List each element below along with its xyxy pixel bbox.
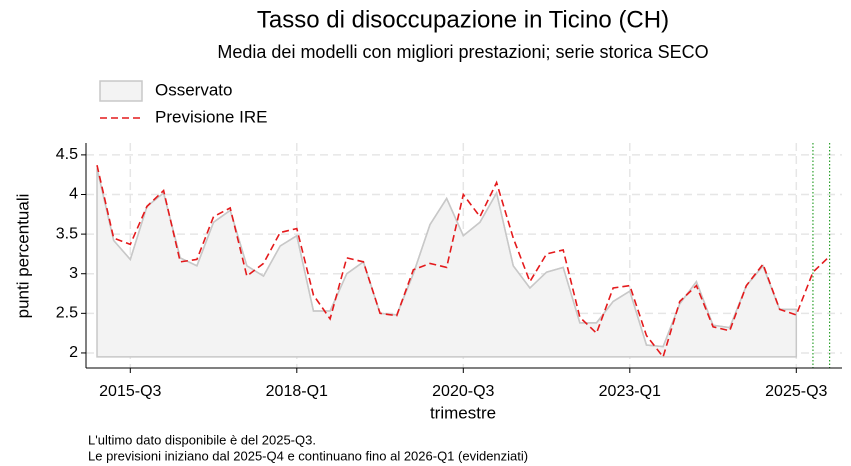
note: Le previsioni iniziano dal 2025-Q4 e con…	[88, 448, 528, 463]
x-tick-label: 2023-Q1	[599, 383, 661, 400]
y-tick-label: 3	[69, 265, 78, 282]
y-tick-label: 4	[69, 186, 78, 203]
y-tick-label: 3.5	[56, 225, 78, 242]
legend-swatch	[99, 80, 143, 102]
line	[96, 168, 797, 348]
y-tick-label: 2.5	[56, 305, 78, 322]
chart-subtitle: Media dei modelli con migliori prestazio…	[217, 42, 708, 62]
note: L'ultimo dato disponibile è del 2025-Q3.	[88, 432, 316, 447]
x-tick-label: 2020-Q3	[432, 383, 494, 400]
legend-label: Osservato	[155, 80, 232, 99]
x-tick-label: 2015-Q3	[99, 383, 161, 400]
y-tick-label: 4.5	[56, 146, 78, 163]
line	[96, 165, 831, 359]
legend-label: Previsione IRE	[155, 107, 267, 126]
y-tick-label: 2	[69, 344, 78, 361]
x-axis-label: trimestre	[430, 403, 496, 422]
y-axis-label: punti percentuali	[13, 194, 32, 319]
x-tick-label: 2018-Q1	[266, 383, 328, 400]
x-tick-label: 2025-Q3	[765, 383, 827, 400]
area-fill	[96, 168, 798, 358]
chart-title: Tasso di disoccupazione in Ticino (CH)	[257, 6, 669, 33]
